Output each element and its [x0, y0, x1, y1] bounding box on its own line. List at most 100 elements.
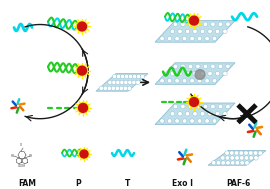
Text: O: O — [20, 143, 22, 147]
Circle shape — [223, 71, 227, 76]
Circle shape — [230, 151, 234, 155]
Text: Exo I: Exo I — [171, 179, 193, 187]
Polygon shape — [96, 74, 148, 91]
Circle shape — [160, 36, 164, 41]
Circle shape — [188, 97, 200, 107]
Circle shape — [173, 22, 178, 26]
Circle shape — [212, 36, 217, 41]
Circle shape — [203, 22, 208, 26]
Circle shape — [218, 105, 223, 109]
Circle shape — [212, 119, 217, 123]
Circle shape — [200, 29, 205, 33]
Circle shape — [124, 74, 129, 79]
Circle shape — [188, 22, 193, 26]
Circle shape — [208, 71, 212, 76]
Circle shape — [113, 74, 117, 79]
Polygon shape — [155, 21, 235, 42]
Circle shape — [170, 29, 175, 33]
Text: OH: OH — [29, 154, 33, 158]
Circle shape — [218, 64, 223, 69]
Circle shape — [258, 151, 262, 155]
Circle shape — [196, 22, 200, 26]
Circle shape — [205, 36, 209, 41]
Circle shape — [185, 112, 190, 116]
Circle shape — [216, 161, 221, 165]
Circle shape — [119, 86, 124, 91]
Circle shape — [226, 64, 230, 69]
Circle shape — [193, 29, 197, 33]
Circle shape — [136, 80, 140, 84]
Circle shape — [254, 156, 258, 160]
Circle shape — [245, 161, 249, 165]
Circle shape — [211, 64, 215, 69]
Circle shape — [230, 156, 234, 160]
Circle shape — [211, 105, 215, 109]
Circle shape — [203, 64, 208, 69]
Circle shape — [133, 74, 137, 79]
Circle shape — [181, 105, 185, 109]
Circle shape — [112, 80, 116, 84]
Text: HO: HO — [11, 154, 15, 158]
Circle shape — [226, 22, 230, 26]
Circle shape — [249, 151, 253, 155]
Circle shape — [190, 16, 198, 25]
Circle shape — [160, 79, 164, 83]
Circle shape — [107, 86, 112, 91]
Circle shape — [223, 112, 227, 116]
Circle shape — [123, 86, 127, 91]
Circle shape — [175, 119, 179, 123]
Circle shape — [190, 98, 198, 106]
Circle shape — [208, 112, 212, 116]
Circle shape — [173, 105, 178, 109]
Circle shape — [195, 70, 205, 79]
Circle shape — [175, 79, 179, 83]
Circle shape — [200, 71, 205, 76]
Circle shape — [170, 71, 175, 76]
Circle shape — [77, 102, 89, 113]
Circle shape — [167, 119, 172, 123]
Circle shape — [185, 29, 190, 33]
Circle shape — [175, 36, 179, 41]
Circle shape — [218, 22, 223, 26]
Circle shape — [77, 22, 86, 31]
Circle shape — [215, 112, 220, 116]
Polygon shape — [155, 103, 235, 125]
Circle shape — [215, 71, 220, 76]
Circle shape — [132, 80, 136, 84]
Circle shape — [128, 80, 132, 84]
Circle shape — [200, 112, 205, 116]
Circle shape — [215, 29, 220, 33]
Circle shape — [197, 79, 202, 83]
Circle shape — [181, 22, 185, 26]
Circle shape — [193, 71, 197, 76]
Polygon shape — [155, 63, 235, 84]
Text: FAM: FAM — [18, 179, 36, 187]
Circle shape — [188, 105, 193, 109]
Circle shape — [136, 74, 141, 79]
Circle shape — [225, 156, 230, 160]
Circle shape — [211, 161, 216, 165]
Text: PAF-6: PAF-6 — [226, 179, 250, 187]
Circle shape — [193, 112, 197, 116]
Circle shape — [240, 161, 244, 165]
Circle shape — [108, 80, 112, 84]
Circle shape — [182, 36, 187, 41]
Circle shape — [129, 74, 133, 79]
Circle shape — [225, 151, 229, 155]
Circle shape — [99, 86, 103, 91]
Circle shape — [79, 149, 89, 159]
Circle shape — [188, 64, 193, 69]
Circle shape — [76, 65, 87, 76]
Circle shape — [115, 86, 120, 91]
Circle shape — [124, 80, 128, 84]
Circle shape — [235, 161, 240, 165]
Circle shape — [120, 74, 125, 79]
Circle shape — [239, 156, 244, 160]
Circle shape — [203, 105, 208, 109]
Circle shape — [190, 79, 194, 83]
Circle shape — [181, 64, 185, 69]
Circle shape — [190, 119, 194, 123]
Circle shape — [205, 79, 209, 83]
Circle shape — [76, 21, 87, 32]
Circle shape — [226, 161, 230, 165]
